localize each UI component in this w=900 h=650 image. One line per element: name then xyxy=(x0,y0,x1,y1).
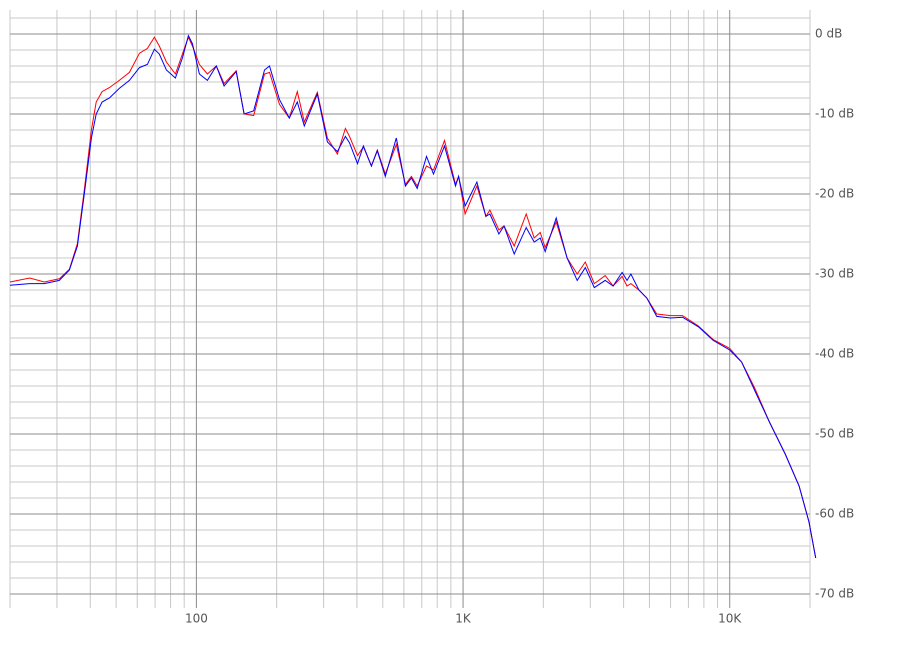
x-tick-label: 10K xyxy=(718,612,742,626)
x-tick-label: 100 xyxy=(185,612,208,626)
y-tick-label: -20 dB xyxy=(815,187,854,201)
y-tick-label: -30 dB xyxy=(815,267,854,281)
y-tick-label: -60 dB xyxy=(815,507,854,521)
y-tick-label: -40 dB xyxy=(815,347,854,361)
series-line xyxy=(9,34,817,559)
y-tick-label: -10 dB xyxy=(815,107,854,121)
y-tick-label: -70 dB xyxy=(815,587,854,601)
y-tick-label: -50 dB xyxy=(815,427,854,441)
y-tick-label: 0 dB xyxy=(815,27,842,41)
series-line xyxy=(9,35,817,559)
x-tick-label: 1K xyxy=(455,612,472,626)
